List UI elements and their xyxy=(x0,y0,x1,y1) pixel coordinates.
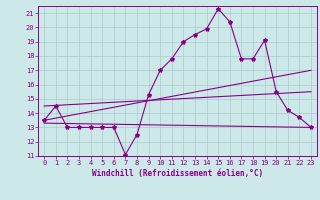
X-axis label: Windchill (Refroidissement éolien,°C): Windchill (Refroidissement éolien,°C) xyxy=(92,169,263,178)
